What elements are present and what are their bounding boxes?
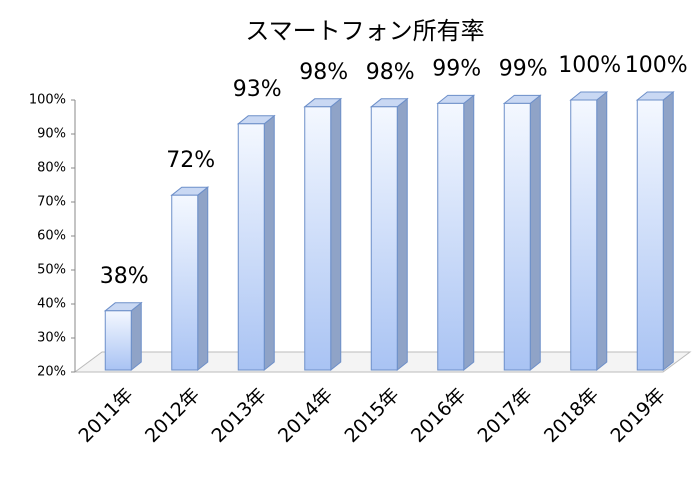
value-label: 72% <box>166 148 215 173</box>
y-tick-label: 50% <box>37 263 66 278</box>
chart-title: スマートフォン所有率 <box>245 17 484 45</box>
bar-side <box>130 301 142 372</box>
x-tick-label: 2011年 <box>74 384 137 447</box>
value-label: 38% <box>100 264 149 289</box>
x-tick-label: 2014年 <box>274 384 337 447</box>
bar <box>370 106 398 371</box>
x-tick-label: 2018年 <box>540 384 603 447</box>
value-label: 99% <box>499 56 548 81</box>
x-tick-label: 2017年 <box>473 384 536 447</box>
bar <box>304 106 332 371</box>
bar-side <box>662 90 674 372</box>
y-tick-label: 70% <box>37 195 66 210</box>
bar <box>437 102 465 371</box>
value-label: 100% <box>625 53 688 78</box>
x-tick-label: 2016年 <box>407 384 470 447</box>
bar <box>636 99 664 371</box>
bar-side <box>263 114 275 372</box>
x-tick-label: 2012年 <box>141 384 204 447</box>
bar-side <box>396 97 408 372</box>
bar-side <box>596 90 608 372</box>
y-tick-label: 40% <box>37 297 66 312</box>
y-tick-label: 20% <box>37 365 66 380</box>
x-tick-label: 2013年 <box>207 384 270 447</box>
x-tick-label: 2019年 <box>606 384 669 447</box>
x-tick-label: 2015年 <box>340 384 403 447</box>
y-tick-label: 80% <box>37 161 66 176</box>
y-tick-label: 30% <box>37 331 66 346</box>
y-tick-label: 60% <box>37 229 66 244</box>
bar-side <box>330 97 342 372</box>
value-label: 98% <box>299 60 348 85</box>
bar-side <box>529 94 541 372</box>
bar <box>171 194 199 371</box>
value-label: 98% <box>366 60 415 85</box>
value-label: 100% <box>558 53 621 78</box>
bar <box>503 102 531 371</box>
bar-side <box>463 94 475 372</box>
y-tick-label: 90% <box>37 127 66 142</box>
bar <box>237 123 265 371</box>
bar <box>570 99 598 371</box>
y-tick-label: 100% <box>29 93 66 108</box>
value-label: 93% <box>233 77 282 102</box>
bar-side <box>197 186 209 372</box>
bar <box>104 310 132 371</box>
value-label: 99% <box>432 56 481 81</box>
